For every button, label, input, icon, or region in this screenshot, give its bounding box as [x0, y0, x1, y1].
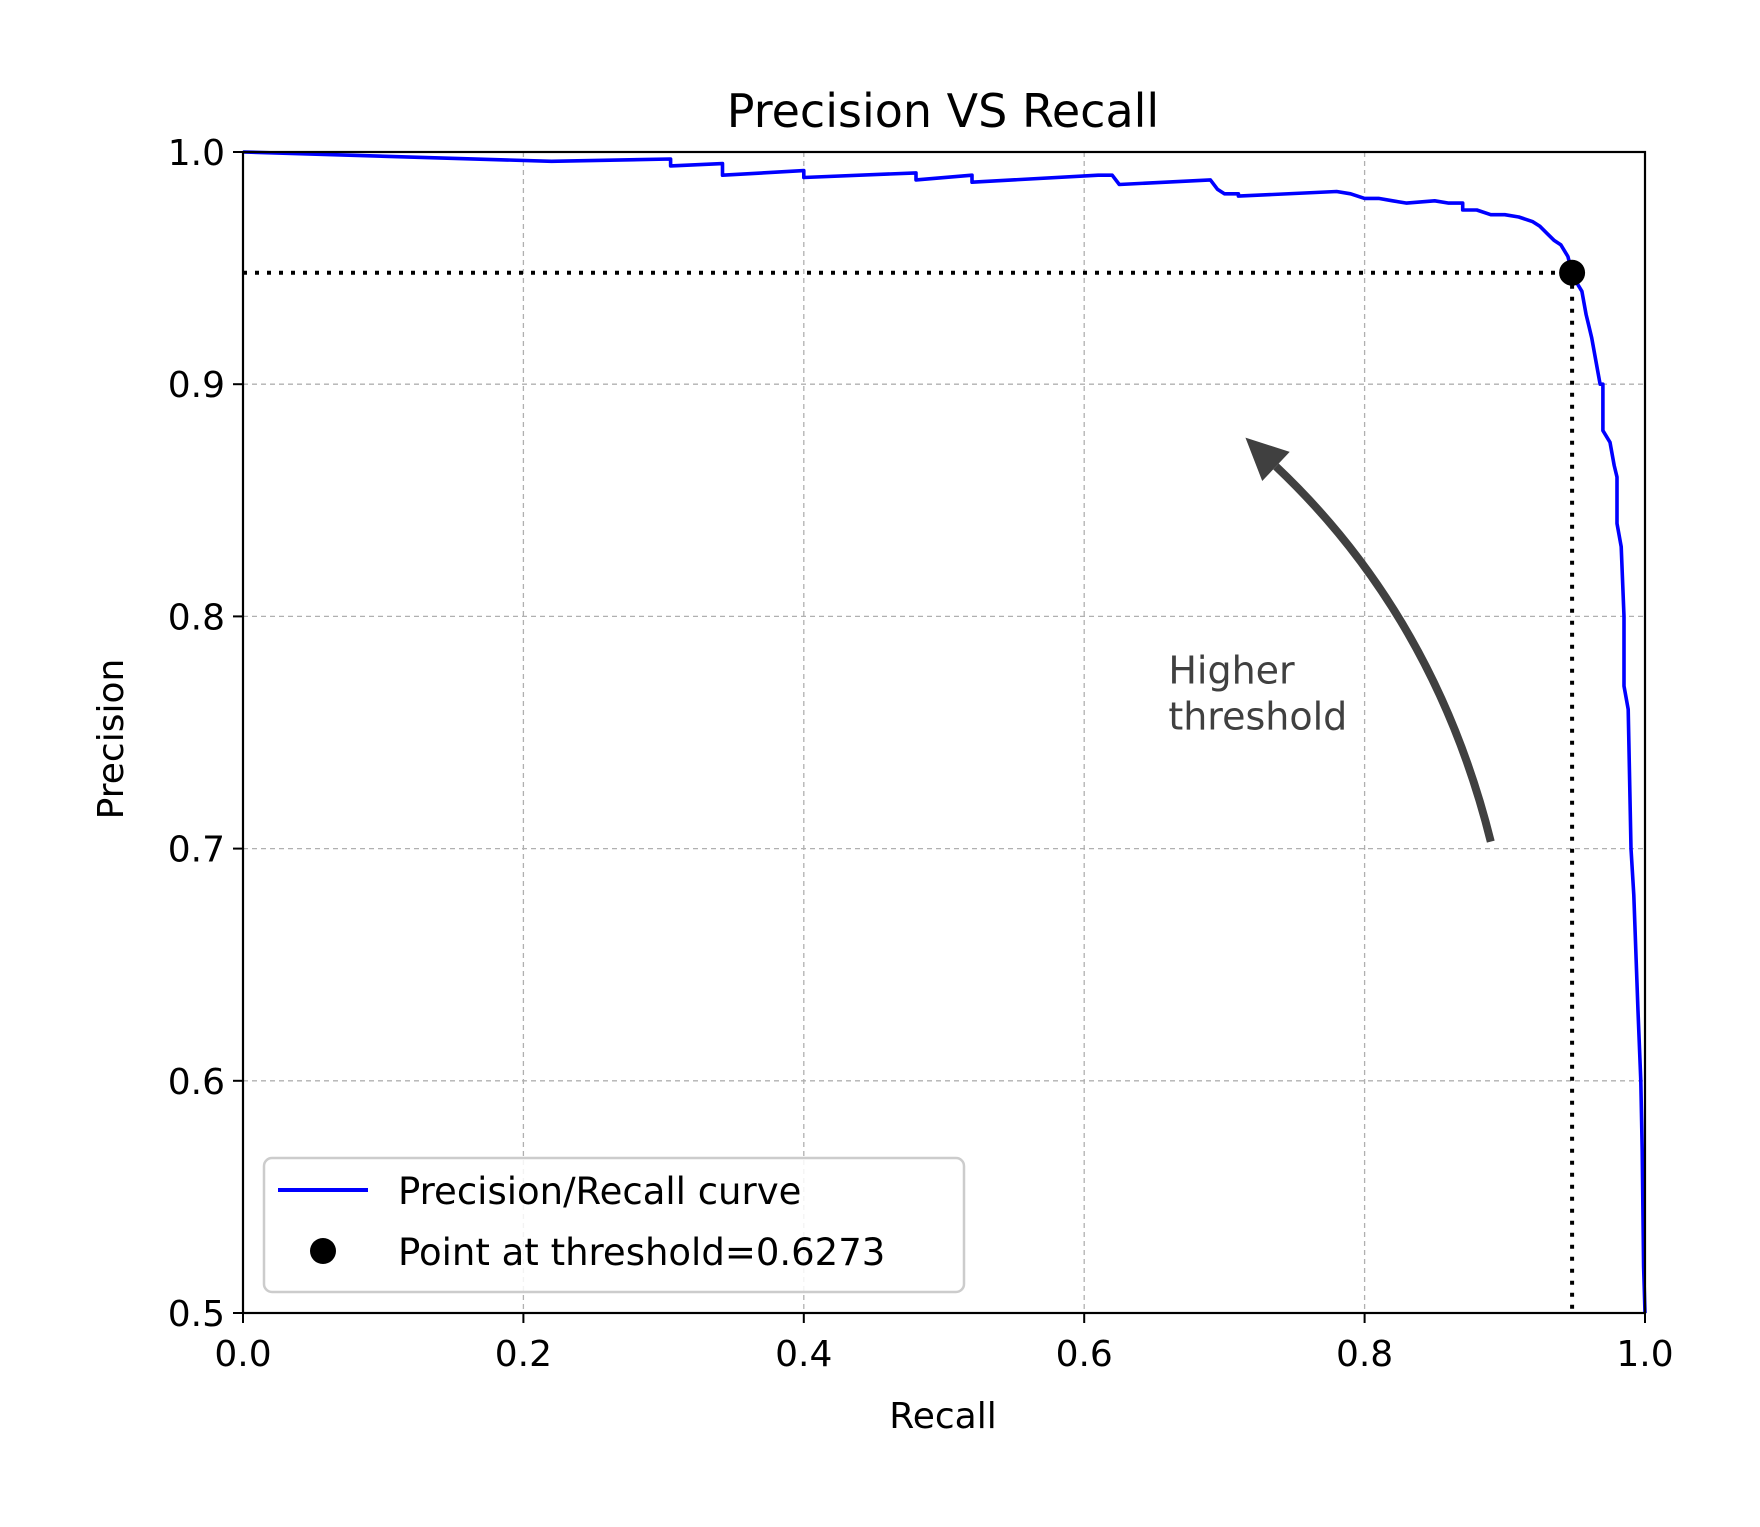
annotation-text-line-0: Higher — [1168, 649, 1295, 693]
y-axis-ticks: 0.5 0.6 0.7 0.8 0.9 1.0 — [168, 133, 243, 1335]
x-tick-label-4: 0.8 — [1336, 1334, 1393, 1375]
grid — [243, 152, 1645, 1313]
x-tick-label-3: 0.6 — [1056, 1334, 1113, 1375]
legend: Precision/Recall curve Point at threshol… — [262, 1156, 966, 1294]
x-axis-ticks: 0.0 0.2 0.4 0.6 0.8 1.0 — [214, 1313, 1674, 1375]
series-line-precision-recall-curve — [242, 150, 1647, 1314]
y-tick-label-2: 0.7 — [168, 830, 225, 871]
series-point-threshold — [1559, 259, 1586, 286]
x-tick-label-5: 1.0 — [1616, 1334, 1673, 1375]
chart-title: Precision VS Recall — [727, 84, 1159, 138]
x-tick-label-1: 0.2 — [495, 1334, 552, 1375]
annotation-arrow-head — [1245, 437, 1290, 481]
y-tick-label-3: 0.8 — [168, 597, 225, 638]
x-tick-label-0: 0.0 — [214, 1334, 271, 1375]
series-layer — [242, 150, 1647, 1314]
annotation-arrow-shaft — [1273, 463, 1495, 843]
y-tick-label-1: 0.6 — [168, 1062, 225, 1103]
x-axis-label: Recall — [889, 1396, 996, 1437]
legend-label-curve: Precision/Recall curve — [398, 1170, 801, 1213]
x-tick-label-2: 0.4 — [775, 1334, 832, 1375]
y-tick-label-4: 0.9 — [168, 365, 225, 406]
plot-frame — [241, 150, 1647, 1315]
legend-point-swatch — [310, 1238, 336, 1264]
y-tick-label-5: 1.0 — [168, 133, 225, 174]
legend-label-point: Point at threshold=0.6273 — [398, 1231, 885, 1274]
annotation-text-line-1: threshold — [1168, 695, 1347, 739]
y-tick-label-0: 0.5 — [168, 1294, 225, 1335]
reference-lines — [243, 270, 1575, 1313]
legend-frame — [262, 1156, 966, 1294]
y-axis-label: Precision — [91, 659, 132, 820]
